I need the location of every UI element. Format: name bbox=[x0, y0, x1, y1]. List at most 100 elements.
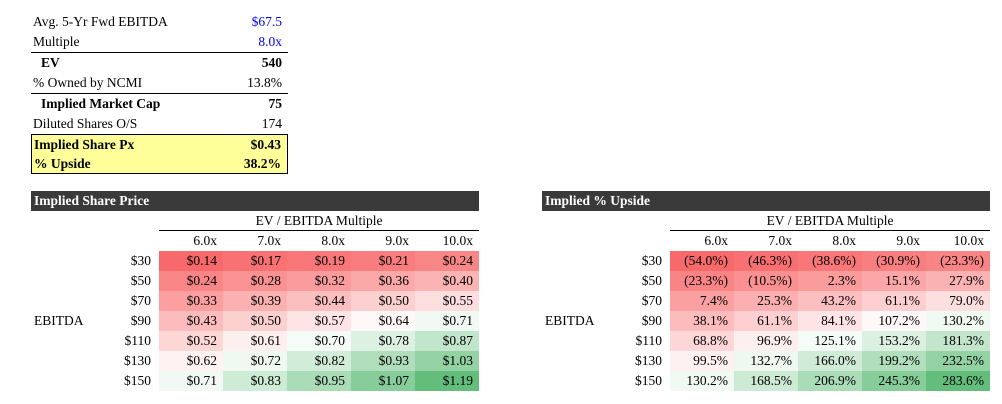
owned-row[interactable]: % Owned by NCMI 13.8% bbox=[31, 73, 288, 94]
table-cell[interactable]: 15.1% bbox=[862, 271, 926, 291]
table-cell[interactable]: $0.24 bbox=[159, 271, 223, 291]
table-cell[interactable]: $0.62 bbox=[159, 351, 223, 371]
table-cell[interactable]: $0.21 bbox=[351, 251, 415, 271]
table-cell[interactable]: (46.3%) bbox=[734, 251, 798, 271]
multiple-row[interactable]: Multiple 8.0x bbox=[31, 32, 288, 53]
table-cell[interactable]: 7.4% bbox=[670, 291, 734, 311]
shares-value[interactable]: 174 bbox=[261, 116, 282, 131]
market-cap-row[interactable]: Implied Market Cap 75 bbox=[31, 94, 288, 114]
table-cell[interactable]: $0.82 bbox=[287, 351, 351, 371]
table-cell[interactable]: 96.9% bbox=[734, 331, 798, 351]
table-cell[interactable]: $0.36 bbox=[351, 271, 415, 291]
table-cell[interactable]: 79.0% bbox=[926, 291, 990, 311]
table-cell[interactable]: $0.70 bbox=[287, 331, 351, 351]
table-cell[interactable]: $0.95 bbox=[287, 371, 351, 391]
table-cell[interactable]: $0.61 bbox=[223, 331, 287, 351]
table-cell[interactable]: $0.33 bbox=[159, 291, 223, 311]
fwd-ebitda-value[interactable]: $67.5 bbox=[251, 14, 282, 29]
table-header: EV / EBITDA Multiple bbox=[31, 211, 479, 231]
table-cell[interactable]: 125.1% bbox=[798, 331, 862, 351]
table-cell[interactable]: 245.3% bbox=[862, 371, 926, 391]
table-cell[interactable]: 168.5% bbox=[734, 371, 798, 391]
table-cell[interactable]: $0.57 bbox=[287, 311, 351, 331]
table-cell[interactable]: $0.39 bbox=[223, 291, 287, 311]
table-cell[interactable]: $0.78 bbox=[351, 331, 415, 351]
table-cell[interactable]: $0.71 bbox=[415, 311, 479, 331]
valuation-summary: Avg. 5-Yr Fwd EBITDA $67.5 Multiple 8.0x… bbox=[31, 12, 288, 174]
table-cell[interactable]: 153.2% bbox=[862, 331, 926, 351]
table-cell[interactable]: 206.9% bbox=[798, 371, 862, 391]
table-cell[interactable]: $0.64 bbox=[351, 311, 415, 331]
table-cell[interactable]: $1.19 bbox=[415, 371, 479, 391]
table-cell[interactable]: $1.03 bbox=[415, 351, 479, 371]
table-cell[interactable]: 38.1% bbox=[670, 311, 734, 331]
multiple-value[interactable]: 8.0x bbox=[258, 34, 282, 49]
table-cell[interactable]: $0.71 bbox=[159, 371, 223, 391]
table-cell[interactable]: 107.2% bbox=[862, 311, 926, 331]
table-cell[interactable]: 27.9% bbox=[926, 271, 990, 291]
upside-row[interactable]: % Upside 38.2% bbox=[32, 154, 287, 173]
table-cell[interactable]: 84.1% bbox=[798, 311, 862, 331]
table-cell[interactable]: 283.6% bbox=[926, 371, 990, 391]
ebitda-row-label: $150 bbox=[635, 373, 662, 388]
shares-row[interactable]: Diluted Shares O/S 174 bbox=[31, 114, 288, 134]
ebitda-row-label: $110 bbox=[124, 333, 152, 348]
table-cell[interactable]: (54.0%) bbox=[670, 251, 734, 271]
table-cell[interactable]: 61.1% bbox=[734, 311, 798, 331]
table-cell[interactable]: 99.5% bbox=[670, 351, 734, 371]
table-cell[interactable]: $0.32 bbox=[287, 271, 351, 291]
column-header: 6.0x bbox=[193, 233, 217, 248]
table-cell[interactable]: $0.93 bbox=[351, 351, 415, 371]
table-cell[interactable]: 130.2% bbox=[670, 371, 734, 391]
table-cell[interactable]: $0.40 bbox=[415, 271, 479, 291]
ebitda-row-label: $150 bbox=[124, 373, 151, 388]
table-cell[interactable]: $0.17 bbox=[223, 251, 287, 271]
table-cell[interactable]: $0.24 bbox=[415, 251, 479, 271]
table-cell[interactable]: $0.52 bbox=[159, 331, 223, 351]
share-price-row[interactable]: Implied Share Px $0.43 bbox=[32, 135, 287, 154]
table-cell[interactable]: $0.44 bbox=[287, 291, 351, 311]
table-cell[interactable]: 199.2% bbox=[862, 351, 926, 371]
share-price-value[interactable]: $0.43 bbox=[250, 137, 281, 152]
column-header: 7.0x bbox=[768, 233, 792, 248]
table-cell[interactable]: $0.55 bbox=[415, 291, 479, 311]
table-cell[interactable]: (10.5%) bbox=[734, 271, 798, 291]
multiple-axis-label: EV / EBITDA Multiple bbox=[255, 213, 383, 228]
table-cell[interactable]: 61.1% bbox=[862, 291, 926, 311]
table-cell[interactable]: 132.7% bbox=[734, 351, 798, 371]
market-cap-value[interactable]: 75 bbox=[268, 96, 283, 111]
table-cell[interactable]: $0.87 bbox=[415, 331, 479, 351]
table-cell[interactable]: $0.28 bbox=[223, 271, 287, 291]
table-cell[interactable]: $1.07 bbox=[351, 371, 415, 391]
multiple-axis-label: EV / EBITDA Multiple bbox=[766, 213, 894, 228]
table-cell[interactable]: 232.5% bbox=[926, 351, 990, 371]
table-cell[interactable]: (30.9%) bbox=[862, 251, 926, 271]
table-cell[interactable]: 68.8% bbox=[670, 331, 734, 351]
table-cell[interactable]: $0.19 bbox=[287, 251, 351, 271]
table-cell[interactable]: $0.14 bbox=[159, 251, 223, 271]
ev-row[interactable]: EV 540 bbox=[31, 53, 288, 73]
table-cell[interactable]: 166.0% bbox=[798, 351, 862, 371]
table-cell[interactable]: (38.6%) bbox=[798, 251, 862, 271]
table-cell[interactable]: (23.3%) bbox=[926, 251, 990, 271]
owned-value[interactable]: 13.8% bbox=[247, 75, 282, 90]
table-rows: $30 (54.0%) (46.3%) (38.6%) (30.9%) (23.3%) $5… bbox=[606, 251, 990, 391]
header-underline bbox=[670, 230, 990, 231]
table-cell[interactable]: $0.50 bbox=[351, 291, 415, 311]
table-cell[interactable]: 2.3% bbox=[798, 271, 862, 291]
table-cell[interactable]: $0.72 bbox=[223, 351, 287, 371]
fwd-ebitda-row[interactable]: Avg. 5-Yr Fwd EBITDA $67.5 bbox=[31, 12, 288, 32]
table-cell[interactable]: (23.3%) bbox=[670, 271, 734, 291]
table-cell[interactable]: 43.2% bbox=[798, 291, 862, 311]
table-row: $110 68.8% 96.9% 125.1% 153.2% 181.3% bbox=[606, 331, 990, 351]
table-cell[interactable]: $0.50 bbox=[223, 311, 287, 331]
column-header: 9.0x bbox=[896, 233, 920, 248]
table-cell[interactable]: 130.2% bbox=[926, 311, 990, 331]
table-cell[interactable]: $0.83 bbox=[223, 371, 287, 391]
table-cell[interactable]: 181.3% bbox=[926, 331, 990, 351]
upside-value[interactable]: 38.2% bbox=[243, 156, 281, 171]
ev-value[interactable]: 540 bbox=[261, 55, 282, 70]
table-cell[interactable]: $0.43 bbox=[159, 311, 223, 331]
table-cell[interactable]: 25.3% bbox=[734, 291, 798, 311]
market-cap-label: Implied Market Cap bbox=[41, 96, 161, 111]
